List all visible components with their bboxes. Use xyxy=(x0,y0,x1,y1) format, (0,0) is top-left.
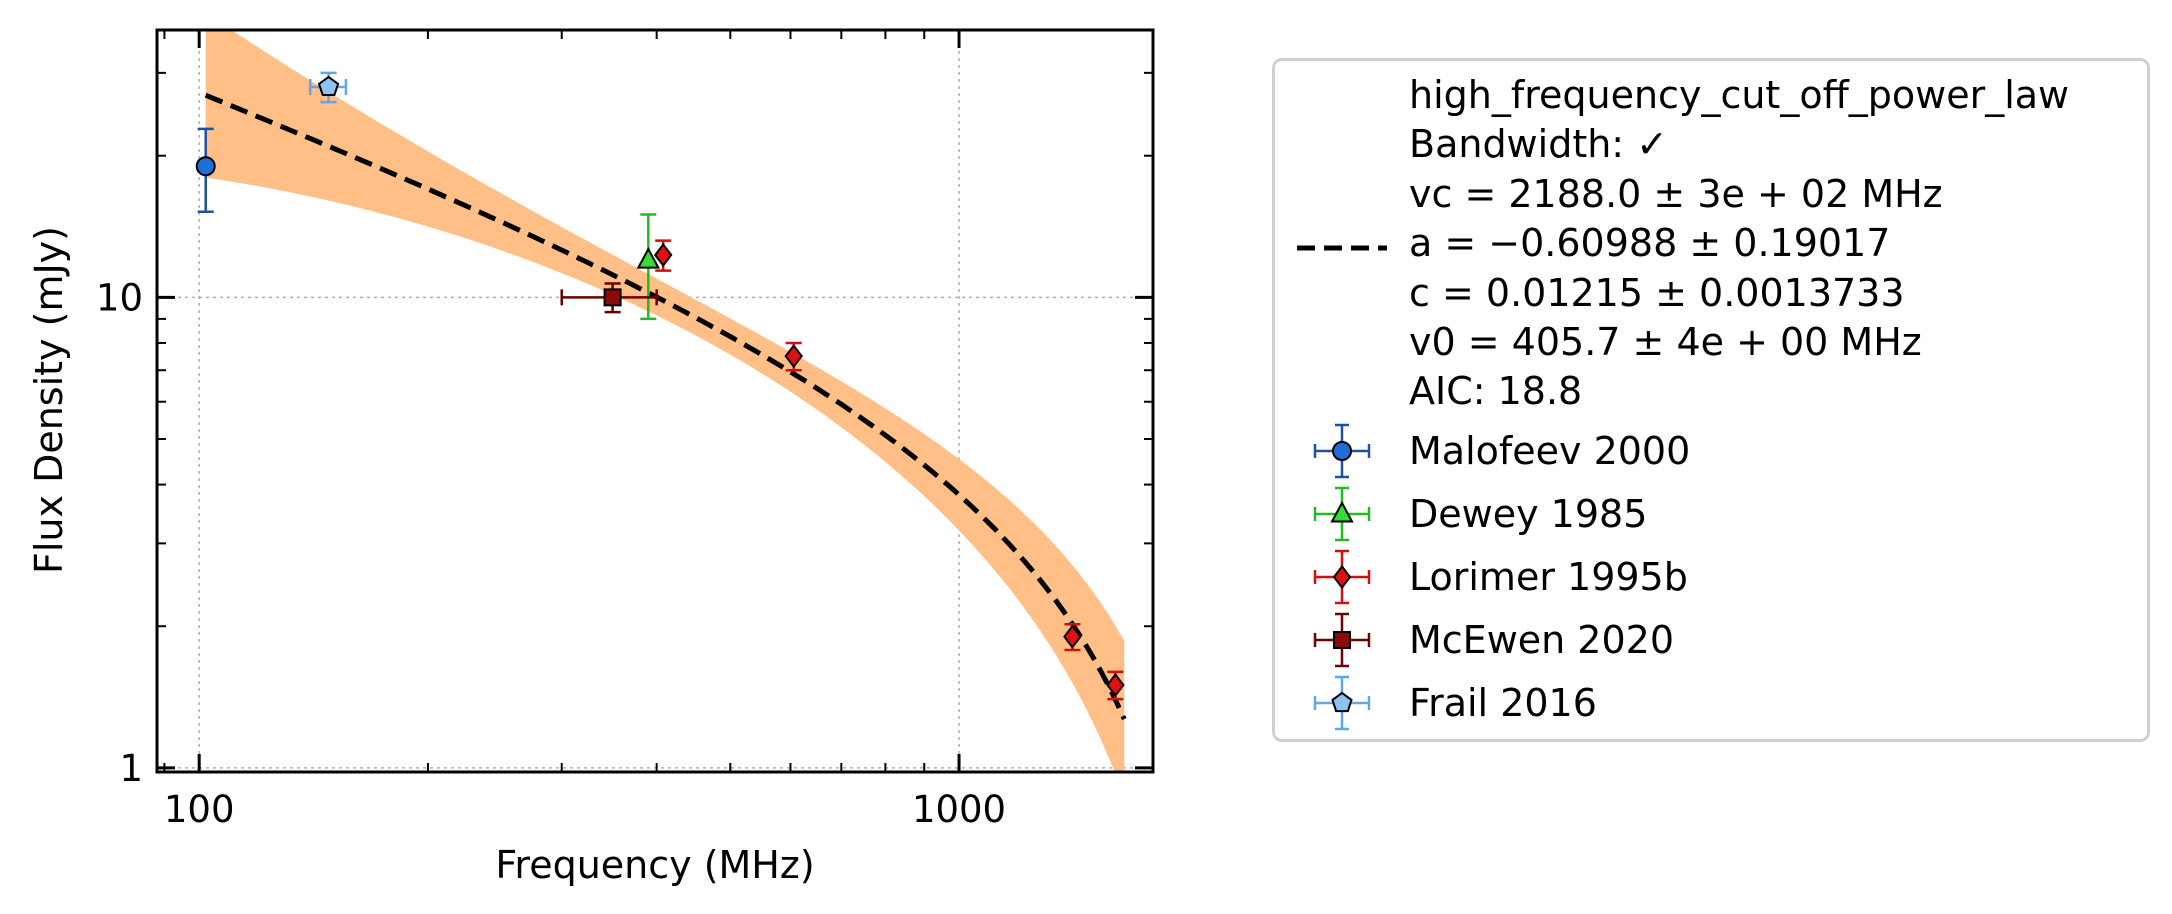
x-axis-label: Frequency (MHz) xyxy=(495,843,814,887)
legend-label: Frail 2016 xyxy=(1409,681,1597,725)
legend-label: Dewey 1985 xyxy=(1409,492,1648,536)
diamond-marker-icon xyxy=(1332,564,1352,590)
fit-aic: AIC: 18.8 xyxy=(1409,369,1583,414)
tick-labels: 100 1000 1 10 xyxy=(96,276,1006,831)
legend: high_frequency_cut_off_power_law Bandwid… xyxy=(1272,58,2150,742)
legend-label: McEwen 2020 xyxy=(1409,618,1675,662)
legend-entry-malofeev: Malofeev 2000 xyxy=(1275,421,2147,481)
fit-param-vc: vc = 2188.0 ± 3e + 02 MHz xyxy=(1409,171,1943,216)
diamond-marker-icon xyxy=(1063,624,1082,649)
fit-param-c: c = 0.01215 ± 0.0013733 xyxy=(1409,270,1905,315)
y-tick-label: 10 xyxy=(96,276,143,319)
axis-ticks xyxy=(157,30,1153,772)
pentagon-marker-icon xyxy=(317,75,340,96)
series-lorimer-1995b xyxy=(653,239,1125,701)
series-frail-2016 xyxy=(308,71,348,104)
series-mcewen-2020 xyxy=(560,282,658,314)
legend-marker-pentagon-icon xyxy=(1313,675,1371,731)
legend-entry-lorimer: Lorimer 1995b xyxy=(1275,547,2147,607)
square-marker-icon xyxy=(603,288,622,307)
legend-entry-mcewen: McEwen 2020 xyxy=(1275,610,2147,670)
fit-uncertainty-band xyxy=(205,30,1125,772)
fit-line xyxy=(204,92,1127,721)
legend-entry-frail: Frail 2016 xyxy=(1275,673,2147,733)
fit-param-a: a = −0.60988 ± 0.19017 xyxy=(1409,221,1891,266)
series-dewey-1985 xyxy=(636,213,660,321)
legend-label: Malofeev 2000 xyxy=(1409,429,1691,473)
circle-marker-icon xyxy=(195,156,216,177)
series-malofeev-2000 xyxy=(195,127,216,214)
legend-marker-diamond-icon xyxy=(1313,549,1371,605)
diamond-marker-icon xyxy=(784,343,803,369)
legend-label: Lorimer 1995b xyxy=(1409,555,1688,599)
diamond-marker-icon xyxy=(653,242,673,268)
legend-fit-line xyxy=(1297,245,1387,251)
legend-marker-triangle-icon xyxy=(1313,486,1371,542)
data-points xyxy=(195,71,1125,701)
pentagon-marker-icon xyxy=(1331,691,1353,713)
legend-fit-text: high_frequency_cut_off_power_law Bandwid… xyxy=(1409,71,2069,417)
square-marker-icon xyxy=(1333,631,1351,649)
legend-entry-dewey: Dewey 1985 xyxy=(1275,484,2147,544)
fit-bandwidth: Bandwidth: ✓ xyxy=(1409,122,1669,167)
fit-model-name: high_frequency_cut_off_power_law xyxy=(1409,73,2070,117)
triangle-marker-icon xyxy=(636,246,660,269)
y-tick-label: 1 xyxy=(119,747,143,790)
y-axis-label: Flux Density (mJy) xyxy=(27,226,71,574)
triangle-marker-icon xyxy=(1330,500,1354,523)
circle-marker-icon xyxy=(1332,441,1352,461)
legend-marker-circle-icon xyxy=(1313,423,1371,479)
fit-param-v0: v0 = 405.7 ± 4e + 00 MHz xyxy=(1409,320,1922,365)
diamond-marker-icon xyxy=(1106,672,1125,698)
x-tick-label: 1000 xyxy=(912,788,1006,831)
x-tick-label: 100 xyxy=(164,788,235,831)
legend-marker-square-icon xyxy=(1313,612,1371,668)
